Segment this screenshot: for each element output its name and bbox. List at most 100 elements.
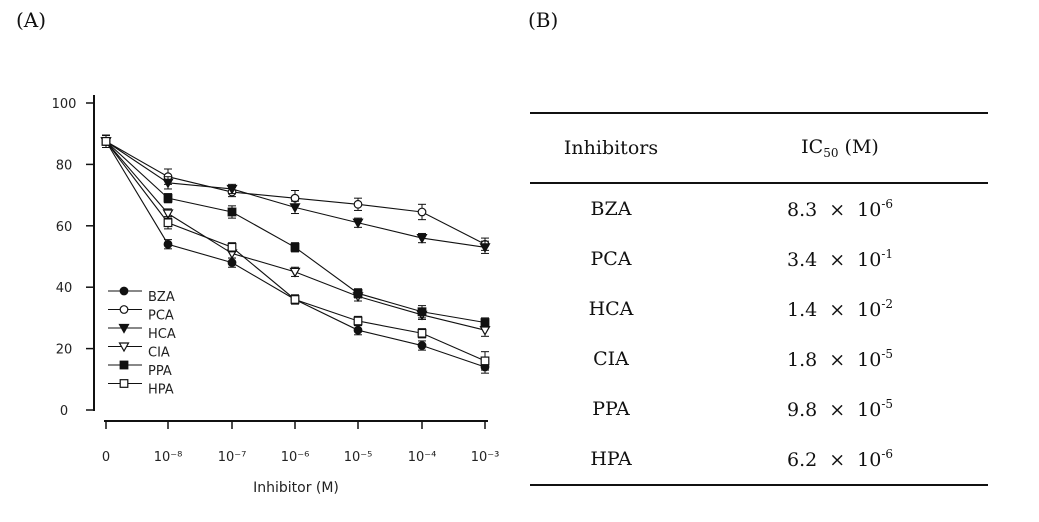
panel-a-label: (A) bbox=[16, 8, 47, 32]
ic50-base: 10 bbox=[857, 399, 882, 421]
y-axis-ticks: 0 20 40 60 80 100 bbox=[52, 97, 94, 419]
legend-marker-hca bbox=[118, 323, 130, 334]
data-point-hpa bbox=[227, 242, 237, 252]
data-point-bza bbox=[227, 258, 237, 268]
ic50-mantissa: 6.2 bbox=[786, 449, 818, 471]
ic50-value: 3.4 × 10-1 bbox=[692, 234, 988, 284]
data-point-hpa bbox=[101, 136, 111, 146]
table-row: HPA 6.2 × 10-6 bbox=[530, 434, 988, 486]
legend-label: CIA bbox=[148, 346, 170, 361]
x-tick-label: 10⁻⁸ bbox=[154, 450, 183, 465]
table-row: CIA 1.8 × 10-5 bbox=[530, 334, 988, 384]
data-point-ppa bbox=[227, 207, 237, 217]
legend-marker-cia bbox=[118, 342, 130, 353]
y-tick-label: 40 bbox=[56, 281, 73, 296]
data-point-hca bbox=[162, 178, 174, 189]
data-point-bza bbox=[353, 325, 363, 335]
y-tick-label: 0 bbox=[60, 404, 68, 419]
ic50-exp: -2 bbox=[881, 297, 894, 311]
data-point-cia bbox=[289, 267, 301, 278]
ic50-value: 1.4 × 10-2 bbox=[692, 284, 988, 334]
inhibitor-name: PPA bbox=[592, 398, 630, 420]
data-point-hca bbox=[289, 203, 301, 214]
data-point-hpa bbox=[480, 356, 490, 366]
inhibitor-name: PCA bbox=[590, 248, 632, 270]
ic50-times: × bbox=[829, 399, 846, 421]
x-axis-ticks: 0 10⁻⁸ 10⁻⁷ 10⁻⁶ 10⁻⁵ 10⁻⁴ 10⁻³ bbox=[102, 421, 499, 465]
ic50-times: × bbox=[829, 349, 846, 371]
table-row: BZA 8.3 × 10-6 bbox=[530, 183, 988, 234]
y-tick-label: 80 bbox=[56, 158, 73, 173]
ic50-times: × bbox=[829, 449, 846, 471]
ic50-mantissa: 9.8 bbox=[786, 399, 818, 421]
series-hpa bbox=[101, 134, 490, 371]
data-point-hpa bbox=[290, 295, 300, 304]
legend-marker-ppa bbox=[119, 360, 129, 370]
ic50-times: × bbox=[829, 199, 846, 221]
header-ic50-unit: (M) bbox=[838, 136, 879, 158]
inhibitor-name: HCA bbox=[588, 298, 634, 320]
legend-label: BZA bbox=[148, 290, 175, 305]
header-ic50: IC50 (M) bbox=[692, 112, 988, 184]
table-row: HCA 1.4 × 10-2 bbox=[530, 284, 988, 334]
ic50-value: 8.3 × 10-6 bbox=[692, 183, 988, 234]
ic50-exp: -1 bbox=[881, 247, 894, 261]
data-point-pca bbox=[417, 207, 427, 217]
ic50-mantissa: 1.8 bbox=[786, 349, 818, 371]
ic50-value: 9.8 × 10-5 bbox=[692, 384, 988, 434]
legend-marker-pca bbox=[119, 305, 129, 314]
ic50-table: Inhibitors IC50 (M) BZA 8.3 × 10-6 PCA 3.4 × 10… bbox=[530, 112, 988, 486]
series-hca bbox=[100, 134, 491, 254]
series-pca bbox=[101, 134, 490, 251]
x-tick-label: 10⁻⁴ bbox=[408, 450, 437, 465]
legend-label: PPA bbox=[148, 364, 172, 379]
data-point-ppa bbox=[480, 318, 490, 327]
x-tick-label: 10⁻⁶ bbox=[281, 450, 310, 465]
legend-marker-hpa bbox=[119, 379, 129, 388]
table-header-row: Inhibitors IC50 (M) bbox=[530, 112, 988, 184]
inhibitor-name: BZA bbox=[590, 198, 632, 220]
data-point-hca bbox=[352, 218, 364, 229]
ic50-exp: -6 bbox=[881, 447, 894, 461]
ic50-value: 1.8 × 10-5 bbox=[692, 334, 988, 384]
data-point-cia bbox=[162, 209, 174, 220]
series-layer bbox=[100, 134, 491, 374]
legend-label: PCA bbox=[148, 309, 174, 324]
x-tick-label: 10⁻⁵ bbox=[344, 450, 373, 465]
data-point-ppa bbox=[417, 307, 427, 317]
ic50-mantissa: 8.3 bbox=[786, 199, 818, 221]
y-tick-label: 60 bbox=[56, 220, 73, 235]
data-point-ppa bbox=[163, 193, 173, 203]
data-point-cia bbox=[479, 326, 491, 336]
data-point-hca bbox=[479, 243, 491, 254]
y-tick-label: 100 bbox=[52, 97, 77, 112]
series-cia bbox=[100, 134, 491, 337]
ic50-mantissa: 3.4 bbox=[786, 249, 818, 271]
table-row: PCA 3.4 × 10-1 bbox=[530, 234, 988, 284]
data-point-hpa bbox=[417, 328, 427, 338]
ic50-base: 10 bbox=[857, 249, 882, 271]
ic50-base: 10 bbox=[857, 349, 882, 371]
ic50-value: 6.2 × 10-6 bbox=[692, 434, 988, 486]
inhibition-line-chart: 0 20 40 60 80 100 0 10⁻⁸ 10⁻⁷ 10⁻⁶ 10⁻⁵ 10⁻⁴ 10⁻³ B… bbox=[52, 95, 499, 496]
ic50-exp: -6 bbox=[881, 197, 894, 211]
header-ic50-sub: 50 bbox=[823, 146, 839, 160]
header-ic50-main: IC bbox=[801, 136, 824, 158]
data-point-ppa bbox=[290, 242, 300, 252]
x-axis-title: Inhibitor (M) bbox=[253, 480, 339, 496]
x-tick-label: 0 bbox=[102, 450, 110, 465]
table-row: PPA 9.8 × 10-5 bbox=[530, 384, 988, 434]
legend-marker-bza bbox=[119, 286, 129, 296]
inhibitor-name: CIA bbox=[593, 348, 629, 370]
data-point-pca bbox=[353, 199, 363, 209]
ic50-mantissa: 1.4 bbox=[786, 299, 818, 321]
y-tick-label: 20 bbox=[56, 343, 73, 358]
ic50-times: × bbox=[829, 299, 846, 321]
x-tick-label: 10⁻⁷ bbox=[218, 450, 247, 465]
inhibitor-name: HPA bbox=[530, 434, 692, 486]
panel-b-label: (B) bbox=[528, 8, 559, 32]
data-point-hca bbox=[226, 184, 238, 195]
legend-label: HCA bbox=[148, 327, 176, 342]
legend: BZA PCA HCA CIA PPA HPA bbox=[108, 286, 176, 398]
data-point-ppa bbox=[353, 288, 363, 298]
